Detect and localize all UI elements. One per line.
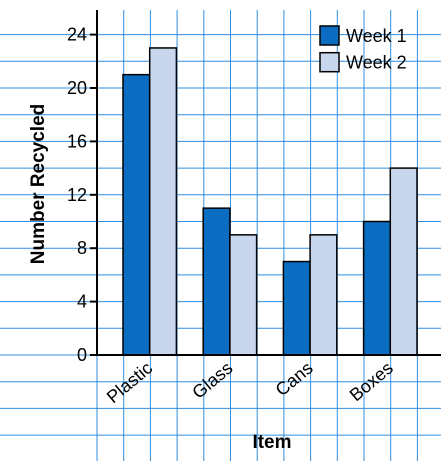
bar-glass-week-1 xyxy=(202,207,231,356)
bar-glass-week-2 xyxy=(229,234,258,356)
y-tick-label: 12 xyxy=(67,185,87,205)
x-tick-label-plastic: Plastic xyxy=(103,358,156,407)
legend-label-week-2: Week 2 xyxy=(346,53,407,73)
y-tick-label: 16 xyxy=(67,131,87,151)
y-axis-label: Number Recycled xyxy=(28,104,49,265)
legend-label-week-1: Week 1 xyxy=(346,26,407,46)
x-tick-label-glass: Glass xyxy=(188,358,236,403)
y-tick-label: 4 xyxy=(77,292,87,312)
bar-plastic-week-2 xyxy=(148,47,178,356)
bars: Plastic Glass Cans Boxes xyxy=(103,47,418,407)
legend: Week 1 Week 2 xyxy=(319,25,407,73)
legend-swatch-week-2 xyxy=(319,51,340,73)
legend-swatch-week-1 xyxy=(319,25,340,46)
y-tick-label: 20 xyxy=(67,78,87,98)
y-tick-label: 24 xyxy=(67,25,87,45)
labels: Number Recycled Item xyxy=(28,104,292,453)
axes: 0 4 8 12 16 20 24 xyxy=(67,10,441,365)
bar-cans-week-2 xyxy=(309,234,338,356)
bar-plastic-week-1 xyxy=(122,73,151,356)
x-axis-label: Item xyxy=(252,432,291,453)
x-tick-label-cans: Cans xyxy=(272,358,317,400)
bar-boxes-week-2 xyxy=(389,167,418,356)
bar-boxes-week-1 xyxy=(362,220,392,356)
y-tick-label: 8 xyxy=(77,238,87,258)
y-tick-label: 0 xyxy=(77,345,87,365)
bar-cans-week-1 xyxy=(282,260,311,356)
